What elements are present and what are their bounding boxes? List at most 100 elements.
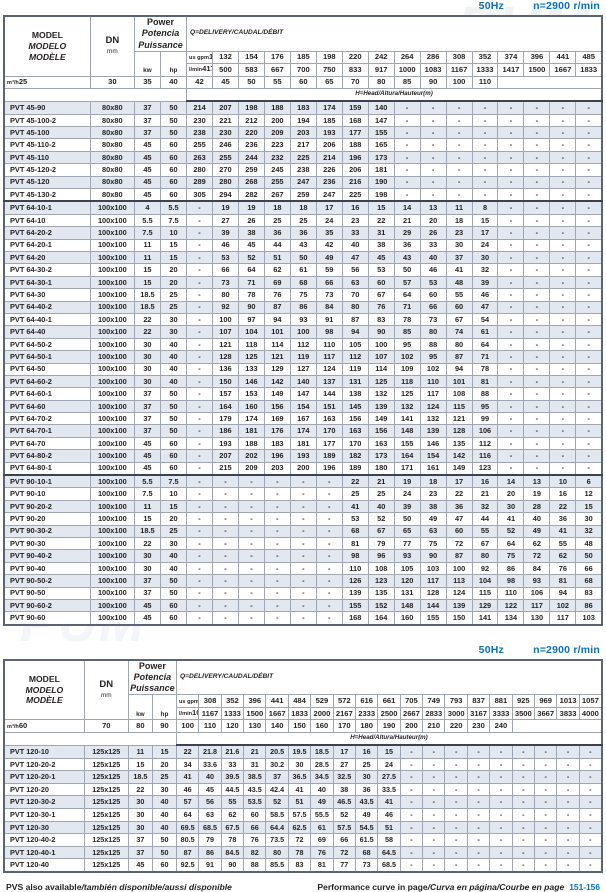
row-head-value: 53	[419, 275, 447, 290]
row-head-value: -	[186, 325, 213, 339]
row-head-value: 45	[367, 250, 395, 265]
row-head-value: 85	[393, 325, 421, 339]
row-head-value: 174	[315, 100, 343, 115]
row-head-value: 63	[198, 808, 222, 822]
row-head-value: -	[315, 561, 343, 576]
row-head-value: 30	[575, 512, 603, 526]
row-dn-value: 100x100	[89, 250, 135, 265]
row-head-value: 209	[263, 126, 291, 140]
row-head-value: -	[511, 744, 535, 759]
row-head-value: -	[212, 586, 239, 600]
row-head-value: 40	[419, 250, 447, 265]
row-hp-value: 50	[159, 586, 188, 600]
row-head-value: 71	[471, 350, 499, 364]
row-hp-value: 20	[159, 512, 188, 526]
row-head-value: 289	[186, 175, 213, 190]
header-lmin-value: 583	[237, 63, 265, 77]
row-dn-value: 80x80	[89, 138, 135, 152]
row-head-value: 83	[367, 312, 395, 327]
row-head-value: -	[497, 150, 525, 165]
row-head-value: -	[393, 175, 421, 190]
header-row-qlabel: MODEL MODELO MODÈLE DN mm Power Potencia Puissa…	[3, 659, 603, 721]
table-row: PVT 64-60 100x100 37 50-164 160 156 154 151 145 1…	[3, 399, 603, 414]
header-unit-lmin: l/min1000	[175, 706, 200, 721]
row-model-name: PVT 120-20	[3, 782, 85, 797]
row-kw-value: 30	[133, 374, 161, 389]
row-head-value: 20	[419, 213, 447, 228]
row-head-value: 53	[367, 263, 395, 277]
row-head-value: -	[444, 808, 468, 822]
table-row: PVT 64-10 100x100 5.5 7.5-27 26 25 25 24 23 22 21 2…	[3, 213, 603, 228]
row-head-value: 163	[367, 436, 395, 451]
row-head-value: -	[549, 312, 577, 327]
row-head-value: 66	[332, 833, 356, 847]
row-head-value: 41	[497, 512, 525, 526]
header-m3h-value: 90	[151, 719, 177, 733]
row-head-value: -	[186, 238, 213, 253]
row-head-value: 147	[367, 113, 395, 128]
row-head-value: -	[399, 858, 424, 873]
row-head-value: -	[422, 795, 446, 809]
row-head-value: 188	[263, 100, 291, 115]
row-head-value: 103	[419, 561, 447, 576]
row-dn-value: 100x100	[89, 350, 135, 364]
row-head-value: 76	[310, 845, 334, 860]
row-head-value: 174	[237, 412, 265, 426]
row-head-value: -	[186, 536, 213, 551]
row-head-value: 129	[471, 598, 499, 613]
row-kw-value: 5.5	[133, 474, 161, 489]
row-head-value: -	[523, 374, 551, 389]
row-head-value: 81	[549, 574, 577, 588]
row-head-value: 194	[289, 113, 317, 128]
header-lmin-value: 2000	[310, 706, 334, 721]
row-head-value: -	[549, 325, 577, 339]
row-head-value: -	[549, 188, 577, 202]
header-usgpm-value: 264	[393, 50, 421, 65]
row-head-value: 139	[341, 586, 369, 600]
row-head-value: 96	[367, 549, 395, 563]
row-head-value: -	[497, 138, 525, 152]
row-dn-value: 100x100	[89, 474, 135, 489]
row-head-value: 17	[471, 226, 499, 240]
row-head-value: -	[511, 833, 535, 847]
row-head-value: -	[237, 574, 265, 588]
row-head-value: 131	[393, 586, 421, 600]
row-head-value: -	[523, 138, 551, 152]
row-head-value: 203	[289, 126, 317, 140]
row-head-value: 58.5	[265, 808, 289, 822]
row-head-value: -	[186, 461, 213, 476]
row-head-value: 52	[237, 250, 265, 265]
row-kw-value: 15	[133, 263, 161, 277]
row-hp-value: 20	[151, 757, 177, 772]
table2-wrapper: MODEL MODELO MODÈLE DN mm Power Potencia Puissa…	[0, 658, 606, 873]
row-head-value: 80	[445, 337, 473, 352]
row-head-value: -	[186, 250, 213, 265]
row-head-value: -	[556, 845, 580, 860]
row-head-value: 44	[471, 512, 499, 526]
row-head-value: 38	[237, 226, 265, 240]
header-usgpm-value: 749	[422, 694, 446, 708]
row-head-value: 196	[263, 449, 291, 463]
row-dn-value: 100x100	[89, 574, 135, 588]
row-head-value: 160	[393, 611, 421, 626]
row-head-value: 25	[263, 213, 291, 228]
row-head-value: 107	[367, 350, 395, 364]
row-head-value: -	[422, 845, 446, 860]
row-model-name: PVT 64-30	[3, 288, 91, 302]
row-head-value: 15	[575, 499, 603, 514]
row-head-value: 52	[265, 795, 289, 809]
row-hp-value: 60	[159, 436, 188, 451]
row-head-value: 40	[523, 512, 551, 526]
row-head-value: 183	[289, 100, 317, 115]
row-head-value: 100	[445, 561, 473, 576]
row-head-value: -	[578, 770, 603, 784]
row-head-value: 72	[287, 833, 312, 847]
row-head-value: 61	[471, 325, 499, 339]
row-head-value: 106	[471, 424, 499, 438]
row-head-value: -	[489, 833, 513, 847]
row-head-value: 79	[367, 536, 395, 551]
row-head-value: 22	[341, 474, 369, 489]
row-head-value: 66	[419, 300, 447, 314]
row-head-value: 88	[243, 858, 267, 873]
row-kw-value: 22	[133, 536, 161, 551]
